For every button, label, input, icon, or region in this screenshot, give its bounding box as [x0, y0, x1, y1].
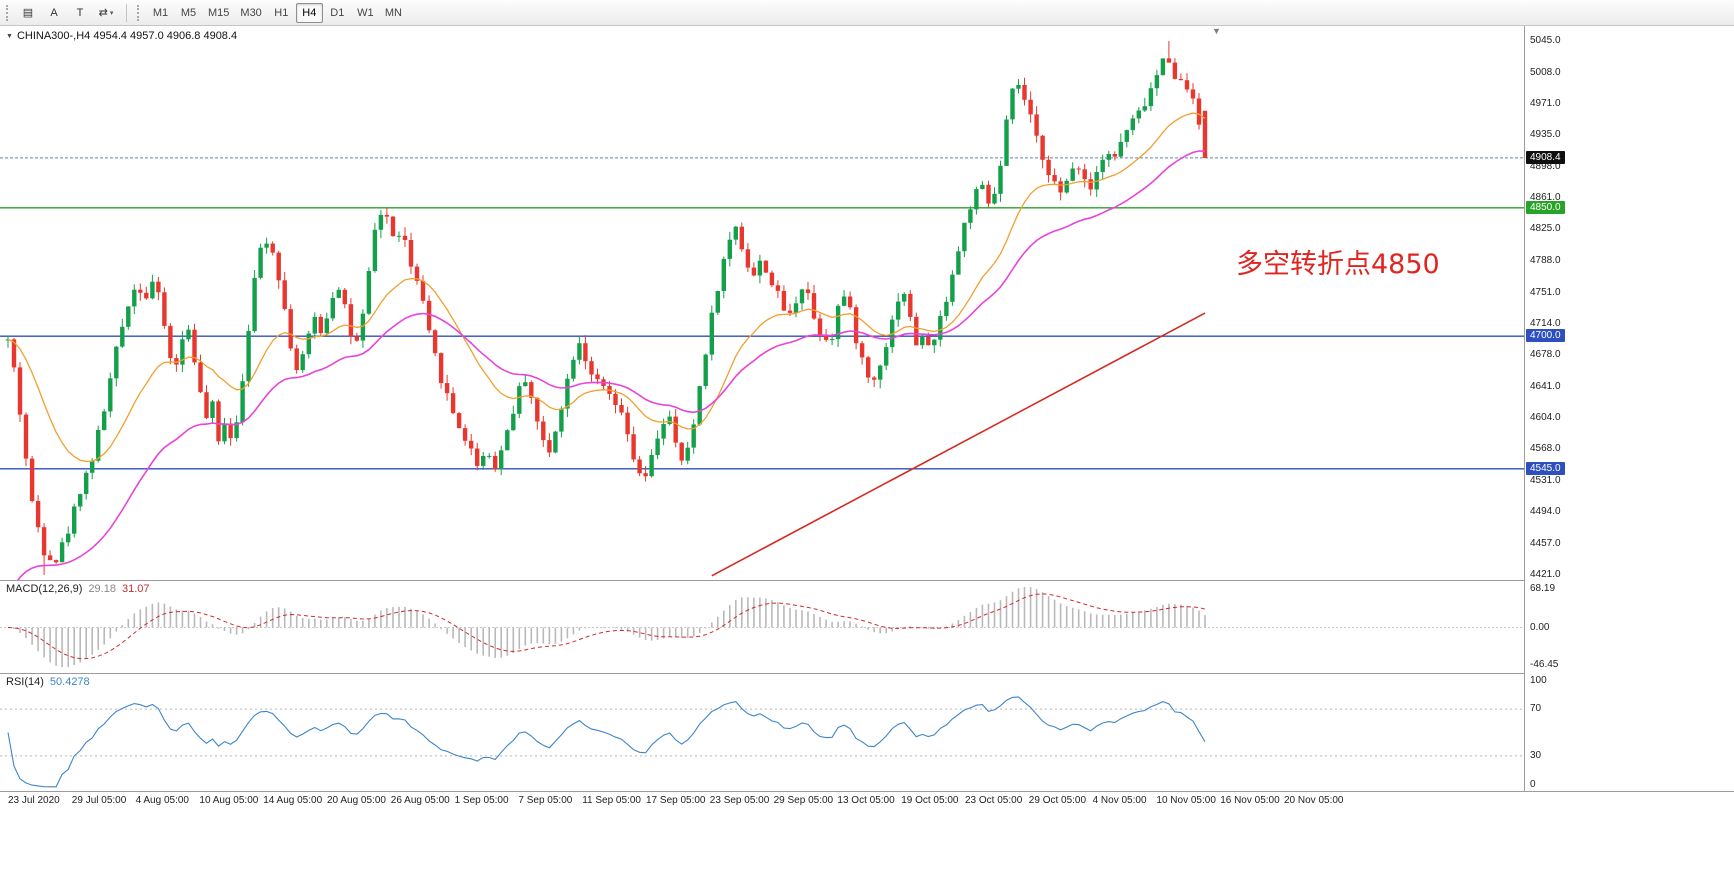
- timeframe-button-w1[interactable]: W1: [352, 3, 379, 23]
- price-badge-4850.0: 4850.0: [1526, 200, 1565, 214]
- time-axis-label: 10 Nov 05:00: [1156, 795, 1216, 806]
- chart-tool-button[interactable]: ▤: [16, 3, 40, 23]
- time-axis-label: 29 Sep 05:00: [773, 795, 834, 806]
- timeframe-button-d1[interactable]: D1: [324, 3, 351, 23]
- macd-name: MACD(12,26,9): [6, 583, 83, 595]
- price-axis-label: 5045.0: [1530, 34, 1561, 46]
- time-axis-label: 17 Sep 05:00: [646, 795, 706, 806]
- toolbar-grip[interactable]: [6, 4, 9, 21]
- time-axis-label: 20 Aug 05:00: [327, 795, 386, 806]
- price-axis-label: 4788.0: [1530, 254, 1561, 266]
- timeframe-button-h4[interactable]: H4: [295, 2, 323, 23]
- price-axis-label: 4604.0: [1530, 412, 1561, 424]
- time-axis-label: 4 Aug 05:00: [135, 795, 189, 806]
- timeframe-button-m15[interactable]: M15: [203, 3, 234, 23]
- time-axis-label: 4 Nov 05:00: [1092, 795, 1147, 806]
- timeframe-button-mn[interactable]: MN: [380, 3, 407, 23]
- time-axis[interactable]: 23 Jul 2020 29 Jul 05:00 4 Aug 05:00 10 Aug…: [0, 792, 1524, 812]
- price-axis-label: 4457.0: [1530, 538, 1561, 550]
- macd-axis-label: 0.00: [1530, 621, 1550, 633]
- price-badge-4908.4: 4908.4: [1526, 150, 1565, 164]
- rsi-axis-label: 70: [1530, 703, 1542, 715]
- time-axis-label: 14 Aug 05:00: [263, 795, 323, 806]
- toolbar-separator: [126, 3, 127, 22]
- rsi-axis-label: 30: [1530, 749, 1542, 761]
- timeframe-button-h1[interactable]: H1: [268, 3, 295, 23]
- price-axis-label: 4531.0: [1530, 474, 1561, 486]
- price-axis-label: 4971.0: [1530, 98, 1561, 110]
- price-axis-label: 4494.0: [1530, 506, 1561, 518]
- timeframe-button-m30[interactable]: M30: [235, 3, 266, 23]
- panel-separator: [0, 791, 1734, 792]
- macd-panel[interactable]: MACD(12,26,9) 29.18 31.07: [0, 581, 1524, 673]
- price-axis-label: 4641.0: [1530, 380, 1561, 392]
- price-axis-label: 4714.0: [1530, 318, 1561, 330]
- rsi-label: RSI(14) 50.4278: [6, 676, 90, 688]
- time-axis-label: 23 Jul 2020: [8, 795, 60, 806]
- macd-label: MACD(12,26,9) 29.18 31.07: [6, 583, 149, 595]
- price-axis-label: 4678.0: [1530, 349, 1561, 361]
- price-axis-label: 4751.0: [1530, 286, 1561, 298]
- price-badge-4700.0: 4700.0: [1526, 329, 1565, 343]
- macd-axis-label: 68.19: [1530, 583, 1556, 594]
- drawing-tools-group: ▤ A T ⇄ ▾: [16, 3, 118, 23]
- timeframe-button-m5[interactable]: M5: [175, 3, 202, 23]
- rsi-panel[interactable]: RSI(14) 50.4278: [0, 674, 1524, 791]
- time-axis-label: 11 Sep 05:00: [582, 795, 641, 806]
- rsi-axis-label: 0: [1530, 779, 1536, 790]
- time-axis-label: 13 Oct 05:00: [837, 795, 895, 806]
- symbol-ohlc-line: ▼ CHINA300-,H4 4954.4 4957.0 4906.8 4908…: [6, 30, 237, 42]
- time-axis-label: 23 Sep 05:00: [709, 795, 770, 806]
- time-axis-label: 20 Nov 05:00: [1284, 795, 1344, 806]
- objects-tool-button[interactable]: ⇄ ▾: [94, 3, 118, 23]
- rsi-axis-label: 100: [1530, 675, 1547, 686]
- price-axis-label: 4568.0: [1530, 443, 1561, 455]
- macd-axis-label: -46.45: [1530, 659, 1559, 670]
- timeframes-group: M1 M5 M15 M30 H1 H4 D1 W1 MN: [147, 2, 407, 23]
- price-axis-label: 4898.0: [1530, 160, 1561, 172]
- macd-value-main: 29.18: [88, 583, 116, 595]
- label-tool-button[interactable]: A: [42, 3, 66, 23]
- time-axis-label: 29 Oct 05:00: [1028, 795, 1087, 806]
- timeframe-button-m1[interactable]: M1: [147, 3, 174, 23]
- time-axis-label: 16 Nov 05:00: [1220, 795, 1280, 806]
- main-chart-svg: [0, 41, 1524, 580]
- rsi-svg: [0, 696, 1524, 788]
- macd-svg: [0, 587, 1524, 667]
- toolbar-grip[interactable]: [137, 4, 140, 21]
- chart-collapse-icon[interactable]: ▼: [6, 32, 13, 40]
- time-axis-label: 10 Aug 05:00: [199, 795, 259, 806]
- price-axis-label: 4421.0: [1530, 568, 1561, 580]
- time-axis-label: 29 Jul 05:00: [71, 795, 127, 806]
- price-axis-label: 4935.0: [1530, 129, 1561, 141]
- toolbar: ▤ A T ⇄ ▾ M1 M5 M15 M30 H1 H4 D1 W1 MN: [0, 0, 1734, 26]
- price-axis-label: 4861.0: [1530, 192, 1561, 204]
- main-chart-panel[interactable]: ▼ CHINA300-,H4 4954.4 4957.0 4906.8 4908…: [0, 26, 1524, 580]
- time-axis-label: 1 Sep 05:00: [454, 795, 509, 806]
- rsi-value: 50.4278: [49, 676, 90, 688]
- time-axis-label: 19 Oct 05:00: [901, 795, 959, 806]
- chart-annotation-text: 多空转折点4850: [1236, 249, 1440, 280]
- price-axis[interactable]: 5045.0 5008.0 4971.0 4935.0 4898.0 4861.0 4825…: [1524, 26, 1734, 791]
- price-axis-label: 5008.0: [1530, 66, 1561, 78]
- time-axis-label: 23 Oct 05:00: [965, 795, 1023, 806]
- dropdown-caret-icon: ▾: [109, 9, 114, 17]
- time-axis-label: 7 Sep 05:00: [518, 795, 573, 806]
- chart-shift-marker-icon[interactable]: ▼: [1212, 26, 1221, 36]
- time-axis-label: 26 Aug 05:00: [390, 795, 450, 806]
- price-badge-4545.0: 4545.0: [1526, 461, 1565, 475]
- text-tool-button[interactable]: T: [68, 3, 92, 23]
- panel-separator[interactable]: [0, 673, 1734, 674]
- price-axis-label: 4825.0: [1530, 223, 1561, 235]
- symbol-ohlc-text: CHINA300-,H4 4954.4 4957.0 4906.8 4908.4: [16, 30, 238, 42]
- rsi-name: RSI(14): [6, 676, 44, 688]
- panel-separator[interactable]: [0, 580, 1734, 581]
- macd-value-signal: 31.07: [121, 583, 150, 595]
